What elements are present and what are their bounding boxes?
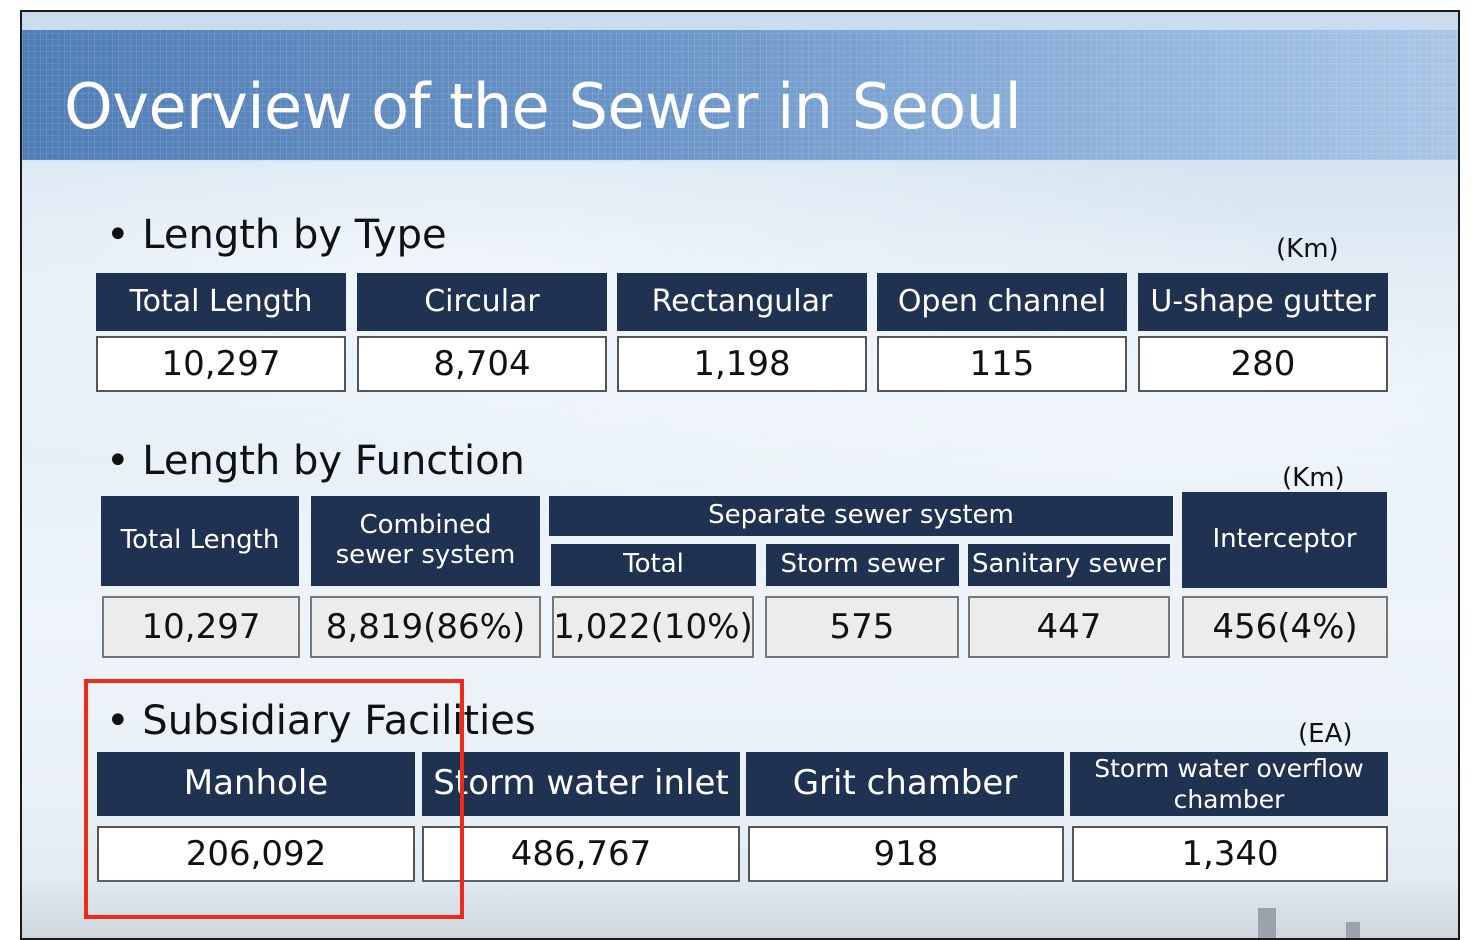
function-value-combined-sewer: 8,819(86%) [310, 596, 541, 658]
facility-value-manhole: 206,092 [97, 826, 415, 882]
function-header-interceptor: Interceptor [1182, 492, 1387, 588]
type-header-rectangular: Rectangular [617, 273, 867, 331]
facility-value-grit-chamber: 918 [748, 826, 1064, 882]
function-value-interceptor: 456(4%) [1182, 596, 1388, 658]
type-header-open-channel: Open channel [877, 273, 1127, 331]
function-subheader-total: Total [551, 544, 756, 586]
type-value-circular: 8,704 [357, 336, 607, 392]
facility-header-grit-chamber: Grit chamber [746, 752, 1064, 816]
length-by-function-heading: • Length by Function [106, 438, 525, 484]
type-value-rectangular: 1,198 [617, 336, 867, 392]
facility-value-storm-water-inlet: 486,767 [422, 826, 740, 882]
facility-header-manhole: Manhole [97, 752, 415, 816]
length-by-type-heading: • Length by Type [106, 212, 447, 258]
function-header-combined-sewer: Combined sewer system [311, 496, 540, 586]
slide: Overview of the Sewer in Seoul • Length … [20, 10, 1460, 940]
highlight-box [84, 679, 464, 919]
subsidiary-facilities-unit: (EA) [1298, 719, 1353, 749]
type-value-u-shape-gutter: 280 [1138, 336, 1388, 392]
background-structure [1346, 922, 1360, 938]
function-value-sanitary-sewer: 447 [968, 596, 1170, 658]
facility-header-storm-water-overflow-chamber: Storm water overflow chamber [1070, 752, 1388, 816]
facility-value-storm-water-overflow-chamber: 1,340 [1072, 826, 1388, 882]
function-header-separate-sewer: Separate sewer system [549, 496, 1173, 536]
background-structure [1258, 908, 1276, 938]
function-value-separate-total: 1,022(10%) [552, 596, 754, 658]
page-title: Overview of the Sewer in Seoul [64, 70, 1022, 143]
type-header-total-length: Total Length [96, 273, 346, 331]
type-header-circular: Circular [357, 273, 607, 331]
function-value-total-length: 10,297 [102, 596, 300, 658]
background-ground [22, 878, 1458, 938]
function-header-total-length: Total Length [101, 496, 299, 586]
type-value-open-channel: 115 [877, 336, 1127, 392]
type-header-u-shape-gutter: U-shape gutter [1138, 273, 1388, 331]
function-subheader-sanitary-sewer: Sanitary sewer [968, 544, 1170, 586]
type-value-total-length: 10,297 [96, 336, 346, 392]
subsidiary-facilities-heading: • Subsidiary Facilities [106, 698, 536, 744]
length-by-function-unit: (Km) [1282, 463, 1345, 493]
function-value-storm-sewer: 575 [765, 596, 959, 658]
facility-header-storm-water-inlet: Storm water inlet [422, 752, 740, 816]
length-by-type-unit: (Km) [1276, 234, 1339, 264]
title-bar: Overview of the Sewer in Seoul [22, 30, 1458, 160]
function-subheader-storm-sewer: Storm sewer [766, 544, 959, 586]
